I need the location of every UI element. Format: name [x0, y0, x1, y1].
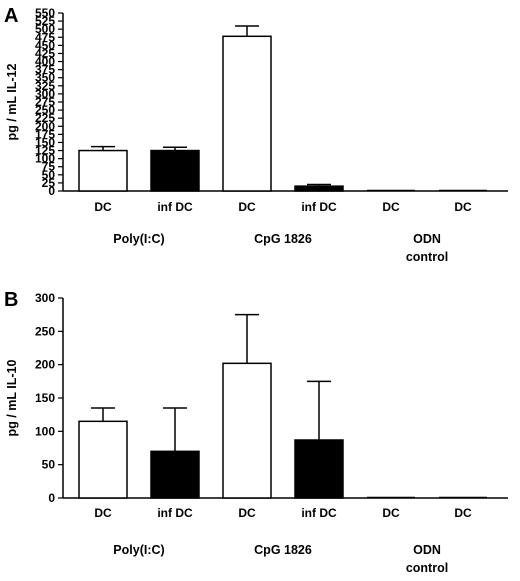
- y-tick-label: 200: [35, 358, 55, 372]
- category-label: DC: [238, 200, 256, 214]
- group-label: Poly(I:C): [113, 232, 164, 246]
- panel-a: A 025507510012515017520022525027530032535…: [4, 5, 508, 264]
- panel-letter: A: [4, 5, 18, 27]
- y-tick-label: 375: [35, 63, 55, 77]
- y-tick-label: 125: [35, 144, 55, 158]
- bar: [78, 420, 128, 499]
- y-tick-label: 300: [35, 87, 55, 101]
- category-label: inf DC: [157, 200, 193, 214]
- y-tick-label: 550: [35, 6, 55, 20]
- group-label: Poly(I:C): [113, 543, 164, 557]
- category-label: inf DC: [157, 506, 193, 520]
- category-label: inf DC: [301, 200, 337, 214]
- bar: [150, 149, 200, 192]
- category-label: DC: [382, 506, 400, 520]
- group-label: CpG 1826: [254, 543, 312, 557]
- bar: [78, 149, 128, 192]
- category-label: DC: [454, 506, 472, 520]
- y-tick-label: 400: [35, 55, 55, 69]
- y-tick-label: 325: [35, 79, 55, 93]
- y-tick-label: 250: [35, 324, 55, 338]
- y-tick-label: 275: [35, 95, 55, 109]
- y-tick-label: 250: [35, 103, 55, 117]
- y-tick-label: 75: [42, 160, 56, 174]
- group-label: control: [406, 250, 448, 264]
- panel-b: B 0 50 100 150 200 250 300 pg / mL IL-10 DC inf DC…: [4, 289, 508, 575]
- y-tick-label: 0: [48, 184, 55, 198]
- y-tick-label: 50: [42, 458, 56, 472]
- y-tick-label: 100: [35, 152, 55, 166]
- y-tick-label: 225: [35, 111, 55, 125]
- category-label: DC: [454, 200, 472, 214]
- group-label: ODN: [413, 543, 441, 557]
- y-tick-label: 525: [35, 14, 55, 28]
- group-label: CpG 1826: [254, 232, 312, 246]
- y-axis-label: pg / mL IL-12: [5, 64, 19, 141]
- category-label: DC: [94, 200, 112, 214]
- category-label: inf DC: [301, 506, 337, 520]
- y-axis-label: pg / mL IL-10: [5, 360, 19, 437]
- y-tick-label: 150: [35, 391, 55, 405]
- y-tick-label: 200: [35, 119, 55, 133]
- bar: [294, 185, 344, 192]
- bar: [222, 362, 272, 499]
- y-tick-label: 300: [35, 291, 55, 305]
- category-label: DC: [382, 200, 400, 214]
- y-tick-label: 150: [35, 135, 55, 149]
- panel-letter: B: [4, 289, 18, 311]
- group-label: control: [406, 561, 448, 575]
- y-tick-label: 0: [48, 491, 55, 505]
- y-tick-label: 175: [35, 127, 55, 141]
- y-tick-label: 25: [42, 176, 56, 190]
- bar: [294, 439, 344, 499]
- group-label: ODN: [413, 232, 441, 246]
- y-tick-label: 450: [35, 38, 55, 52]
- bar: [150, 450, 200, 499]
- y-tick-label: 425: [35, 46, 55, 60]
- y-tick-label: 475: [35, 30, 55, 44]
- y-tick-label: 350: [35, 71, 55, 85]
- category-label: DC: [238, 506, 256, 520]
- y-tick-label: 50: [42, 168, 56, 182]
- category-label: DC: [94, 506, 112, 520]
- bar: [222, 35, 272, 192]
- y-tick-label: 500: [35, 22, 55, 36]
- y-tick-label: 100: [35, 424, 55, 438]
